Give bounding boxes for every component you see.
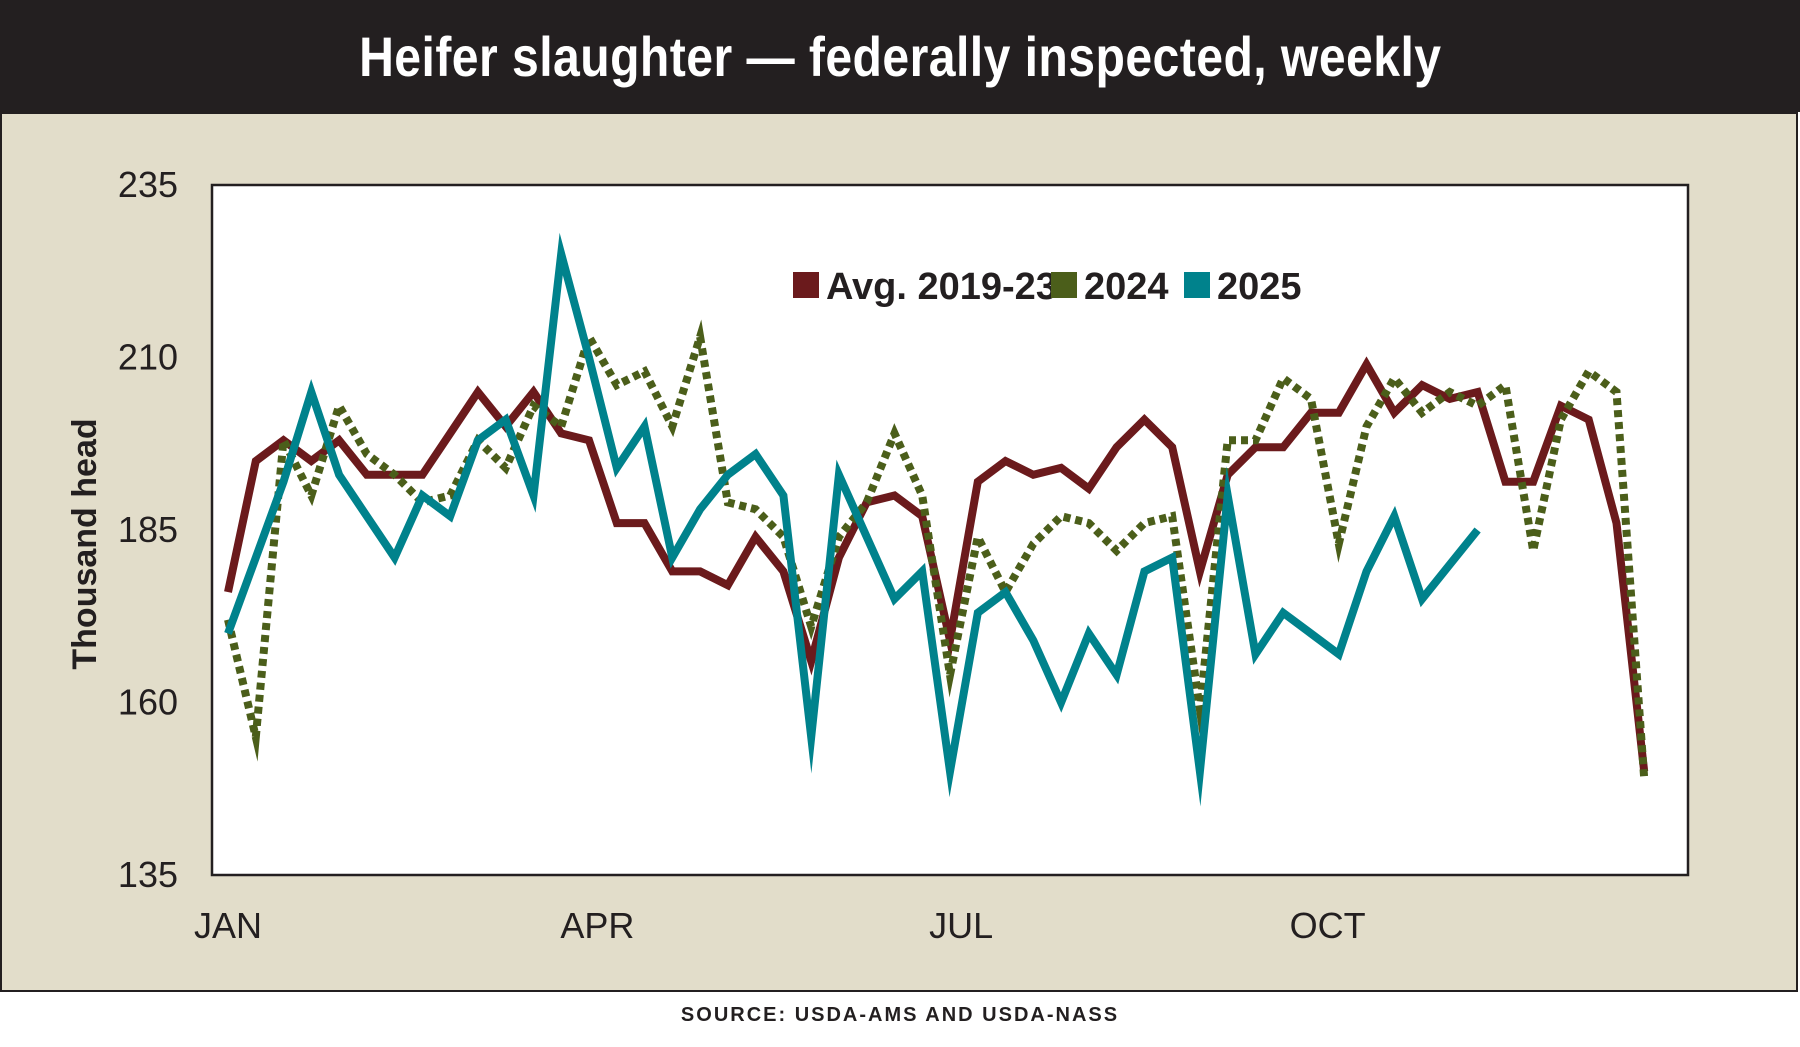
- legend-label: Avg. 2019-23: [826, 266, 1057, 308]
- chart-title: Heifer slaughter — federally inspected, …: [358, 24, 1442, 88]
- source-note: SOURCE: USDA-AMS AND USDA-NASS: [680, 1004, 1120, 1026]
- legend: Avg. 2019-23 2024 2025: [793, 266, 1302, 308]
- x-axis: JAN APR JUL OCT: [194, 905, 1366, 946]
- legend-label: 2024: [1084, 266, 1169, 308]
- series-line-2: [224, 232, 1481, 807]
- series-line-0: [224, 356, 1649, 772]
- x-tick-label: JUL: [929, 905, 993, 946]
- y-tick-label: 185: [118, 509, 178, 550]
- y-axis-title: Thousand head: [66, 418, 104, 669]
- legend-swatch: [1184, 272, 1210, 298]
- x-tick-label: APR: [560, 905, 634, 946]
- legend-swatch: [793, 272, 819, 298]
- y-tick-label: 135: [118, 854, 178, 895]
- legend-label: 2025: [1217, 266, 1302, 308]
- x-tick-label: OCT: [1290, 905, 1366, 946]
- y-tick-label: 210: [118, 337, 178, 378]
- series-line-1: [224, 319, 1649, 779]
- x-tick-label: JAN: [194, 905, 262, 946]
- y-tick-label: 235: [118, 164, 178, 205]
- legend-swatch: [1051, 272, 1077, 298]
- y-axis: 135 160 185 210 235: [118, 164, 178, 895]
- title-bar: Heifer slaughter — federally inspected, …: [0, 0, 1800, 112]
- y-tick-label: 160: [118, 682, 178, 723]
- series-lines: [224, 232, 1649, 807]
